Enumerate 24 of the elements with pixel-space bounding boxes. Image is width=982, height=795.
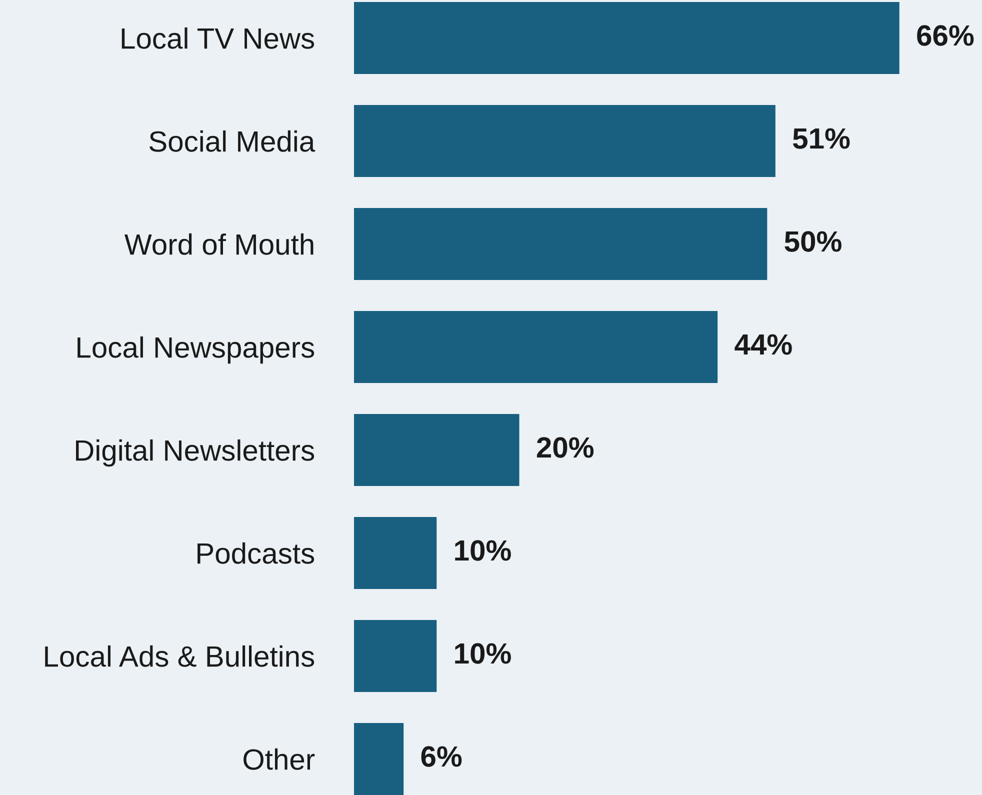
- bar: [354, 414, 520, 486]
- data-label: 44%: [734, 334, 792, 355]
- bar: [354, 104, 776, 178]
- data-label: 20%: [536, 437, 594, 458]
- data-label: 10%: [455, 540, 511, 561]
- y-tick-label: Digital Newsletters: [76, 439, 314, 467]
- data-label: 66%: [917, 25, 974, 46]
- data-label: 50%: [784, 231, 842, 252]
- bar: [354, 620, 437, 692]
- y-tick-label: Local Newspapers: [78, 336, 314, 364]
- data-label: 51%: [792, 128, 850, 149]
- bar: [354, 722, 404, 795]
- y-tick-label: Other: [244, 748, 315, 770]
- y-tick-label: Podcasts: [198, 542, 314, 564]
- y-tick-label: Word of Mouth: [124, 233, 314, 255]
- bar: [354, 2, 900, 74]
- y-tick-label: Local Ads & Bulletins: [45, 645, 314, 667]
- bar: [354, 310, 718, 384]
- data-label: 6%: [421, 746, 462, 767]
- bar: [354, 516, 437, 590]
- y-tick-label: Social Media: [149, 130, 316, 152]
- data-label: 10%: [455, 643, 511, 664]
- y-tick-label: Local TV News: [122, 27, 314, 49]
- bar: [354, 208, 768, 280]
